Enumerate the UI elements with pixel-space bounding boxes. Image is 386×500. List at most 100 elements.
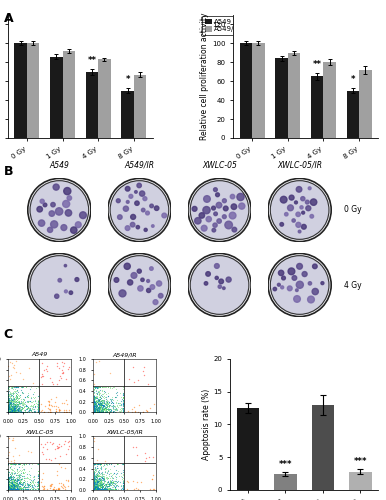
Point [94,485,100,493]
Point [10,469,17,477]
Point [101,474,107,482]
Point [90,476,96,484]
Point [35,468,41,475]
Point [6,400,12,408]
Point [14,390,20,398]
Point [14,402,20,409]
Point [14,465,20,473]
Point [8,408,14,416]
Point [5,486,12,494]
Point [112,388,119,396]
Point [90,392,96,400]
Point [96,400,103,408]
Point [21,400,27,408]
Point [91,402,97,409]
Point [112,403,118,411]
Point [90,406,96,413]
Point [90,392,96,400]
Point [5,482,12,490]
Point [5,408,12,416]
Point [93,483,99,491]
Point [18,408,24,416]
Point [102,388,108,396]
Point [95,486,101,494]
Point [109,476,115,484]
Point [7,485,13,493]
Point [101,476,107,484]
Point [107,382,113,390]
Point [6,403,12,411]
Point [46,454,52,462]
Point [22,486,29,494]
Point [112,482,118,490]
Point [10,483,16,491]
Point [14,394,20,402]
Point [103,408,109,416]
Point [93,400,99,408]
Point [90,479,96,487]
Point [97,460,103,468]
Point [112,408,118,416]
Point [29,479,36,487]
Point [10,403,16,411]
Point [106,480,112,488]
Point [14,406,20,414]
Point [5,481,12,489]
Point [5,476,12,484]
Point [10,408,16,416]
Point [96,403,102,411]
Point [98,480,104,488]
Point [35,407,41,415]
Point [93,406,100,413]
Point [22,394,29,402]
Point [9,396,15,404]
Point [22,480,28,488]
Point [15,471,21,479]
Point [46,398,52,406]
Point [16,470,22,478]
Point [23,382,29,390]
Point [35,400,41,408]
Point [93,405,99,413]
Point [105,392,112,400]
Point [14,484,20,492]
Point [92,483,98,491]
Point [21,478,27,486]
Point [15,485,21,493]
Point [93,484,99,492]
Point [8,402,14,410]
Point [94,406,100,414]
Point [91,397,97,405]
Point [90,398,96,406]
Point [7,392,14,400]
Point [26,483,32,491]
Point [100,470,106,478]
Point [11,364,17,372]
Point [35,404,41,411]
Point [90,484,96,492]
Point [10,478,17,486]
Point [101,402,107,410]
Point [142,406,149,414]
Point [22,482,29,490]
Point [103,398,110,406]
Point [99,486,105,494]
Bar [275,58,288,138]
Point [93,475,100,483]
Point [93,403,99,411]
Point [91,392,97,400]
Point [5,478,12,486]
Point [94,404,100,411]
Point [10,402,16,410]
Point [29,482,35,490]
Point [93,478,99,486]
Point [103,480,109,488]
Point [35,400,41,408]
Point [11,467,17,475]
Point [22,408,28,416]
Point [98,392,105,400]
Point [98,464,104,472]
Point [31,474,37,482]
Point [93,394,99,402]
Point [6,468,12,476]
